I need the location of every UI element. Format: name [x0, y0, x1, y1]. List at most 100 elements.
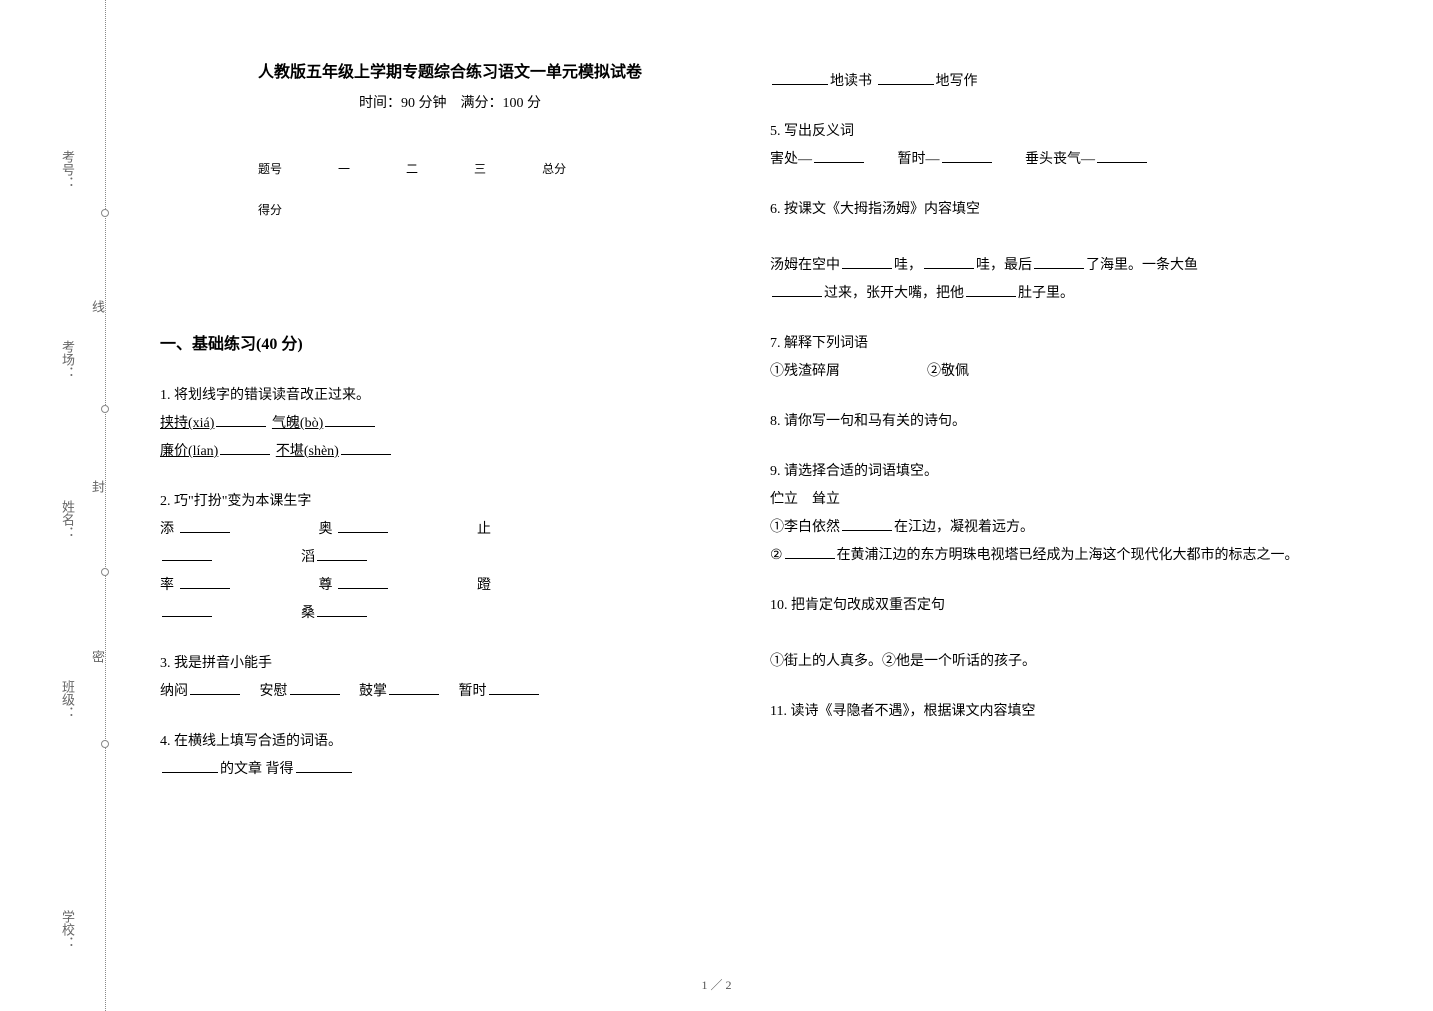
question-4: 4. 在横线上填写合适的词语。 的文章 背得 [160, 728, 720, 784]
question-1: 1. 将划线字的错误读音改正过来。 挟持(xiá) 气魄(bò) 廉价(lían… [160, 382, 720, 466]
score-table: 题号 一 二 三 总分 得分 [230, 148, 594, 230]
table-row: 得分 [230, 189, 594, 230]
answer-blank[interactable] [389, 681, 439, 695]
q9-text: ② [770, 548, 783, 563]
answer-blank[interactable] [338, 575, 388, 589]
q6-text: 了海里。一条大鱼 [1086, 258, 1198, 273]
question-2: 2. 巧"打扮"变为本课生字 添 奥 止 滔 率 尊 蹬 桑 [160, 488, 720, 628]
question-stem: 2. 巧"打扮"变为本课生字 [160, 488, 720, 516]
binding-label-school: 学校： [58, 910, 77, 949]
q2-char: 止 [477, 522, 491, 537]
left-column: 一、基础练习(40 分) 1. 将划线字的错误读音改正过来。 挟持(xiá) 气… [160, 330, 720, 806]
binding-seal-char: 密 [88, 650, 107, 663]
q2-char: 桑 [301, 606, 315, 621]
binding-label-exam-id: 考号： [58, 150, 77, 189]
question-stem: 3. 我是拼音小能手 [160, 650, 720, 678]
q2-char: 率 [160, 578, 174, 593]
answer-blank[interactable] [842, 517, 892, 531]
q2-char: 蹬 [477, 578, 491, 593]
q6-text: 哇，最后 [976, 258, 1032, 273]
exam-subtitle: 时间：90 分钟 满分：100 分 [190, 92, 710, 112]
answer-blank[interactable] [878, 71, 934, 85]
answer-blank[interactable] [216, 413, 266, 427]
question-6: 6. 按课文《大拇指汤姆》内容填空 汤姆在空中 哇， 哇，最后 了海里。一条大鱼 过来… [770, 196, 1370, 308]
answer-blank[interactable] [220, 441, 270, 455]
answer-blank[interactable] [317, 547, 367, 561]
q10-body: ①街上的人真多。②他是一个听话的孩子。 [770, 648, 1370, 676]
q1-item: 气魄(bò) [272, 416, 323, 431]
answer-blank[interactable] [162, 759, 218, 773]
binding-circle [101, 568, 109, 576]
exam-title: 人教版五年级上学期专题综合练习语文一单元模拟试卷 [190, 58, 710, 82]
score-col-header: 一 [310, 148, 378, 189]
question-stem: 1. 将划线字的错误读音改正过来。 [160, 382, 720, 410]
q5-word: 害处— [770, 152, 812, 167]
answer-blank[interactable] [772, 71, 828, 85]
question-stem: 11. 读诗《寻隐者不遇》，根据课文内容填空 [770, 698, 1370, 726]
question-stem: 9. 请选择合适的词语填空。 [770, 458, 1370, 486]
question-stem: 4. 在横线上填写合适的词语。 [160, 728, 720, 756]
answer-blank[interactable] [290, 681, 340, 695]
binding-dotted-line [105, 0, 106, 1011]
q3-word: 鼓掌 [359, 684, 387, 699]
score-cell [378, 189, 446, 230]
binding-seal-char: 封 [88, 480, 107, 493]
binding-label-class: 班级： [58, 680, 77, 719]
question-7: 7. 解释下列词语 ①残渣碎屑 ②敬佩 [770, 330, 1370, 386]
answer-blank[interactable] [190, 681, 240, 695]
answer-blank[interactable] [338, 519, 388, 533]
binding-circle [101, 740, 109, 748]
q3-word: 暂时 [459, 684, 487, 699]
score-cell [446, 189, 514, 230]
score-col-header: 总分 [514, 148, 594, 189]
q1-item: 不堪(shèn) [276, 444, 339, 459]
q7-item: ②敬佩 [927, 364, 969, 379]
q6-text: 汤姆在空中 [770, 258, 840, 273]
answer-blank[interactable] [180, 519, 230, 533]
q4-text: 地读书 [830, 74, 872, 89]
answer-blank[interactable] [942, 149, 992, 163]
q9-text: 在江边，凝视着远方。 [894, 520, 1034, 535]
q7-item: ①残渣碎屑 [770, 364, 840, 379]
question-stem: 10. 把肯定句改成双重否定句 [770, 592, 1370, 620]
question-stem: 5. 写出反义词 [770, 118, 1370, 146]
question-5: 5. 写出反义词 害处— 暂时— 垂头丧气— [770, 118, 1370, 174]
q4-text: 地写作 [936, 74, 978, 89]
answer-blank[interactable] [341, 441, 391, 455]
q2-char: 滔 [301, 550, 315, 565]
page-number: 1 ／ 2 [0, 976, 1433, 993]
binding-strip: 考号： 考场： 姓名： 班级： 学校： 线 封 密 [0, 0, 120, 1011]
answer-blank[interactable] [785, 545, 835, 559]
q6-text: 过来，张开大嘴，把他 [824, 286, 964, 301]
q9-options: 伫立 耸立 [770, 486, 1370, 514]
answer-blank[interactable] [325, 413, 375, 427]
answer-blank[interactable] [317, 603, 367, 617]
answer-blank[interactable] [489, 681, 539, 695]
q2-char: 添 [160, 522, 174, 537]
answer-blank[interactable] [814, 149, 864, 163]
q4-text: 的文章 背得 [220, 762, 294, 777]
question-stem: 6. 按课文《大拇指汤姆》内容填空 [770, 196, 1370, 224]
answer-blank[interactable] [1097, 149, 1147, 163]
right-column: 地读书 地写作 5. 写出反义词 害处— 暂时— 垂头丧气— 6. 按课文《大拇… [770, 68, 1370, 748]
score-cell [514, 189, 594, 230]
answer-blank[interactable] [842, 255, 892, 269]
answer-blank[interactable] [162, 603, 212, 617]
answer-blank[interactable] [162, 547, 212, 561]
binding-label-name: 姓名： [58, 500, 77, 539]
score-col-header: 二 [378, 148, 446, 189]
binding-circle [101, 405, 109, 413]
answer-blank[interactable] [296, 759, 352, 773]
answer-blank[interactable] [966, 283, 1016, 297]
answer-blank[interactable] [924, 255, 974, 269]
q9-text: 在黄浦江边的东方明珠电视塔已经成为上海这个现代化大都市的标志之一。 [837, 548, 1299, 563]
binding-seal-char: 线 [88, 300, 107, 313]
question-stem: 8. 请你写一句和马有关的诗句。 [770, 408, 1370, 436]
binding-label-room: 考场： [58, 340, 77, 379]
question-10: 10. 把肯定句改成双重否定句 ①街上的人真多。②他是一个听话的孩子。 [770, 592, 1370, 676]
answer-blank[interactable] [772, 283, 822, 297]
answer-blank[interactable] [1034, 255, 1084, 269]
q5-word: 暂时— [898, 152, 940, 167]
answer-blank[interactable] [180, 575, 230, 589]
q6-text: 哇， [894, 258, 922, 273]
